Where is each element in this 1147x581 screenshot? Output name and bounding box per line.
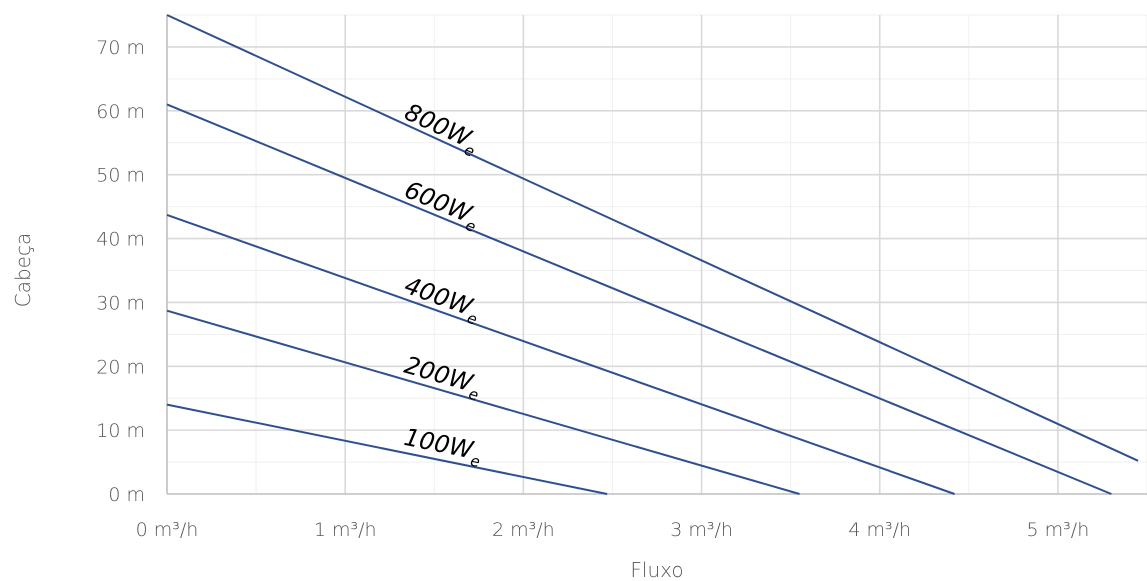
- x-tick-label: 5 m³/h: [1027, 519, 1090, 541]
- x-tick-label: 3 m³/h: [670, 519, 733, 541]
- x-tick-label: 1 m³/h: [314, 519, 377, 541]
- series-line: [166, 103, 1112, 495]
- y-tick-label: 30 m: [96, 292, 145, 314]
- series-label: 800We: [398, 98, 483, 161]
- y-tick-label: 40 m: [96, 229, 145, 251]
- y-tick-label: 50 m: [96, 165, 145, 187]
- series-label: 200We: [400, 351, 485, 405]
- series-line: [166, 14, 1139, 462]
- series-line: [166, 213, 955, 495]
- y-tick-label: 10 m: [96, 420, 145, 442]
- y-tick-label: 20 m: [96, 356, 145, 378]
- series-line: [166, 309, 800, 495]
- x-axis-title: Fluxo: [630, 558, 683, 581]
- series-line: [166, 403, 608, 495]
- y-axis-title: Cabeça: [11, 233, 35, 307]
- series-group: [166, 14, 1139, 495]
- series-label: 400We: [399, 271, 484, 328]
- x-tick-label: 0 m³/h: [136, 519, 199, 541]
- x-tick-label: 4 m³/h: [848, 519, 911, 541]
- y-tick-label: 60 m: [96, 101, 145, 123]
- series-label: 600We: [399, 176, 484, 237]
- y-tick-label: 70 m: [96, 37, 145, 59]
- grid: [167, 14, 1147, 494]
- y-tick-label: 0 m: [108, 484, 145, 506]
- axes: 0 m³/h 1 m³/h 2 m³/h 3 m³/h 4 m³/h 5 m³/h 0 m 1…: [96, 15, 1147, 541]
- x-tick-label: 2 m³/h: [492, 519, 555, 541]
